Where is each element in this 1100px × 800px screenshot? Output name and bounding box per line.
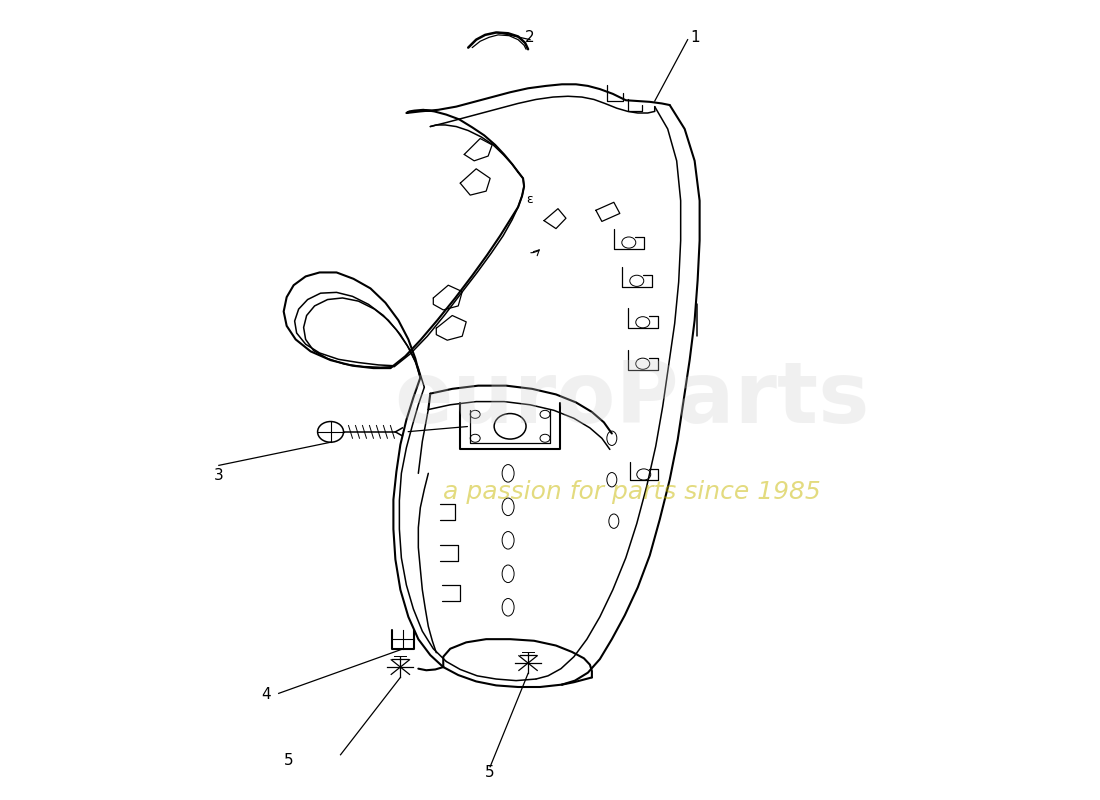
Text: ε: ε [527,193,534,206]
Text: a passion for parts since 1985: a passion for parts since 1985 [443,480,822,504]
Text: 3: 3 [214,468,223,483]
Text: 1: 1 [690,30,700,45]
Text: 4: 4 [261,687,271,702]
Text: 2: 2 [525,30,535,45]
Text: euroParts: euroParts [395,358,870,442]
Text: 5: 5 [485,765,495,780]
Text: 5: 5 [284,753,294,768]
